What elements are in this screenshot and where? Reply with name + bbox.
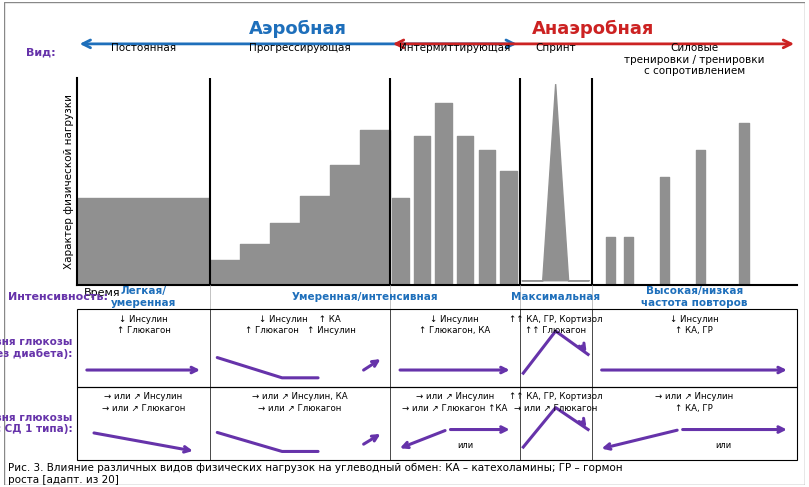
Text: ↓ Инсулин    ↑ КА
↑ Глюкагон   ↑ Инсулин: ↓ Инсулин ↑ КА ↑ Глюкагон ↑ Инсулин	[244, 315, 355, 335]
Text: → или ↗ Инсулин, КА
→ или ↗ Глюкагон: → или ↗ Инсулин, КА → или ↗ Глюкагон	[252, 393, 348, 412]
Text: → или ↗ Инсулин
→ или ↗ Глюкагон ↑КА: → или ↗ Инсулин → или ↗ Глюкагон ↑КА	[402, 393, 507, 412]
Text: Легкая/
умеренная: Легкая/ умеренная	[111, 286, 176, 308]
Text: Высокая/низкая
частота повторов: Высокая/низкая частота повторов	[641, 286, 748, 308]
Text: Время: Время	[84, 288, 121, 298]
Text: Интермиттирующая: Интермиттирующая	[399, 43, 510, 53]
Text: ↓ Инсулин
↑ Глюкагон: ↓ Инсулин ↑ Глюкагон	[116, 315, 171, 335]
Text: или: или	[458, 441, 474, 450]
Text: Спринт: Спринт	[536, 43, 576, 53]
Polygon shape	[522, 84, 590, 281]
Text: или: или	[715, 441, 731, 450]
Text: Динамика уровня глюкозы
(пациенты без диабета):: Динамика уровня глюкозы (пациенты без ди…	[0, 337, 73, 359]
Text: ↓ Инсулин
↑ Глюкагон, КА: ↓ Инсулин ↑ Глюкагон, КА	[419, 315, 490, 335]
Text: → или ↗ Инсулин
→ или ↗ Глюкагон: → или ↗ Инсулин → или ↗ Глюкагон	[102, 393, 185, 412]
Text: Интенсивность:: Интенсивность:	[8, 292, 108, 302]
Text: Анаэробная: Анаэробная	[532, 19, 654, 38]
Text: Рис. 3. Влияние различных видов физических нагрузок на углеводный обмен: КА – ка: Рис. 3. Влияние различных видов физическ…	[8, 463, 623, 485]
Text: Динамика уровня глюкозы
(пациенты с СД 1 типа):: Динамика уровня глюкозы (пациенты с СД 1…	[0, 413, 73, 434]
Text: Максимальная: Максимальная	[511, 292, 600, 302]
Y-axis label: Характер физической нагрузки: Характер физической нагрузки	[64, 94, 74, 269]
Text: Постоянная: Постоянная	[111, 43, 176, 53]
Text: → или ↗ Инсулин
↑ КА, ГР: → или ↗ Инсулин ↑ КА, ГР	[655, 393, 734, 412]
Text: Вид:: Вид:	[27, 47, 56, 57]
Text: Аэробная: Аэробная	[249, 19, 347, 38]
Text: ↑↑ КА, ГР, Кортизол
↑↑ Глюкагон: ↑↑ КА, ГР, Кортизол ↑↑ Глюкагон	[509, 315, 603, 335]
Text: ↓ Инсулин
↑ КА, ГР: ↓ Инсулин ↑ КА, ГР	[670, 315, 718, 335]
Text: ↑↑ КА, ГР, Кортизол
→ или ↗ Глюкагон: ↑↑ КА, ГР, Кортизол → или ↗ Глюкагон	[509, 393, 603, 412]
Text: Прогрессирующая: Прогрессирующая	[249, 43, 351, 53]
Text: Силовые
тренировки / тренировки
с сопротивлением: Силовые тренировки / тренировки с сопрот…	[624, 43, 765, 76]
Text: Умеренная/интенсивная: Умеренная/интенсивная	[291, 292, 438, 302]
